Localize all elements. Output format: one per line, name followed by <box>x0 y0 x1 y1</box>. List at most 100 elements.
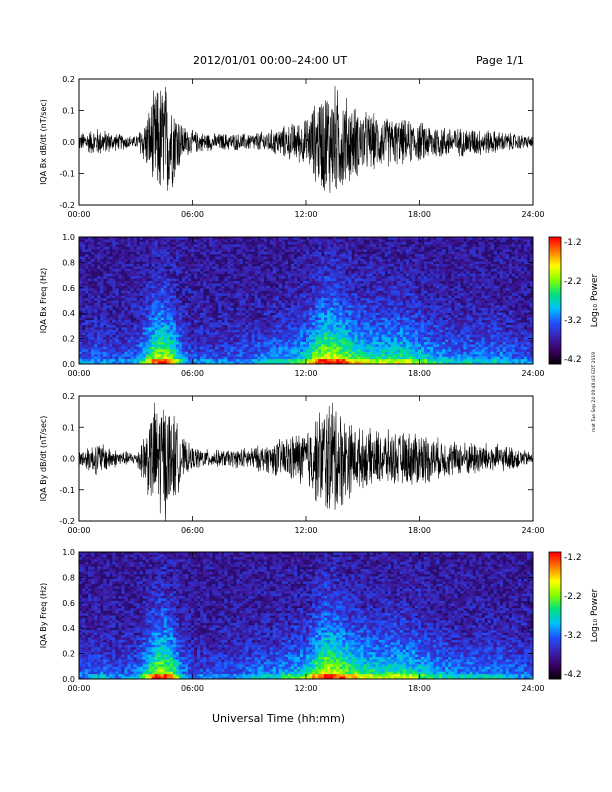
spectrogram-cell <box>178 354 183 357</box>
spectrogram-cell <box>366 354 370 357</box>
spectrogram-cell <box>302 258 307 262</box>
spectrogram-cell <box>372 237 376 240</box>
spectrogram-cell <box>154 337 158 340</box>
spectrogram-cell <box>324 315 328 318</box>
spectrogram-cell <box>181 351 186 355</box>
spectrogram-cell <box>299 344 304 348</box>
spectrogram-cell <box>327 307 331 311</box>
spectrogram-cell <box>321 268 325 272</box>
spectrogram-cell <box>324 246 328 250</box>
spectrogram-cell <box>100 344 104 348</box>
spectrogram-cell <box>157 317 162 321</box>
spectrogram-cell <box>393 288 398 292</box>
spectrogram-cell <box>163 254 168 257</box>
spectrogram-cell <box>200 283 204 287</box>
spectrogram-cell <box>387 298 392 301</box>
spectrogram-cell <box>194 244 198 248</box>
spectrogram-cell <box>106 273 110 277</box>
spectrogram-cell <box>302 349 307 353</box>
spectrogram-cell <box>315 354 319 357</box>
spectrogram-cell <box>306 283 310 287</box>
spectrogram-cell <box>142 271 146 274</box>
spectrogram-cell <box>88 305 92 309</box>
spectrogram-cell <box>115 329 119 333</box>
spectrogram-cell <box>127 339 131 343</box>
spectrogram-cell <box>393 334 398 338</box>
spectrogram-cell <box>408 302 413 306</box>
spectrogram-cell <box>157 310 162 314</box>
spectrogram-cell <box>142 312 146 316</box>
spectrogram-cell <box>97 283 101 287</box>
spectrogram-cell <box>230 324 234 328</box>
spectrogram-cell <box>248 280 252 284</box>
spectrogram-cell <box>184 288 189 292</box>
spectrogram-cell <box>200 356 204 360</box>
spectrogram-cell <box>184 354 189 357</box>
spectrogram-cell <box>178 239 183 243</box>
spectrogram-cell <box>242 300 246 304</box>
spectrogram-cell <box>218 271 222 274</box>
spectrogram-cell <box>357 354 361 357</box>
spectrogram-cell <box>124 315 128 318</box>
spectrogram-cell <box>408 305 413 309</box>
spectrogram-cell <box>91 305 95 309</box>
spectrogram-cell <box>233 244 237 248</box>
spectrogram-cell <box>263 283 267 287</box>
spectrogram-cell <box>178 266 183 270</box>
spectrogram-cell <box>245 256 249 260</box>
spectrogram-cell <box>206 249 210 252</box>
spectrogram-cell <box>154 276 158 279</box>
spectrogram-cell <box>363 261 367 265</box>
spectrogram-cell <box>390 351 395 355</box>
spectrogram-cell <box>224 312 228 316</box>
spectrogram-cell <box>163 237 168 240</box>
spectrogram-cell <box>130 337 134 340</box>
spectrogram-cell <box>130 239 134 243</box>
spectrogram-cell <box>163 239 168 243</box>
spectrogram-cell <box>127 344 131 348</box>
spectrogram-cell <box>254 271 258 274</box>
spectrogram-cell <box>272 329 277 333</box>
spectrogram-cell <box>112 344 116 348</box>
spectrogram-cell <box>309 359 313 362</box>
spectrogram-cell <box>112 246 116 250</box>
spectrogram-cell <box>103 246 107 250</box>
spectrogram-cell <box>184 305 189 309</box>
spectrogram-cell <box>296 266 301 270</box>
spectrogram-cell <box>209 359 213 362</box>
spectrogram-cell <box>169 293 174 296</box>
spectrogram-cell <box>145 295 149 299</box>
spectrogram-cell <box>315 249 319 252</box>
spectrogram-cell <box>387 320 392 323</box>
spectrogram-cell <box>369 320 373 323</box>
spectrogram-cell <box>315 359 319 362</box>
spectrogram-cell <box>342 307 346 311</box>
spectrogram-cell <box>245 293 249 296</box>
spectrogram-cell <box>194 327 198 331</box>
spectrogram-cell <box>327 305 331 309</box>
spectrogram-cell <box>399 268 404 272</box>
spectrogram-cell <box>112 332 116 335</box>
spectrogram-cell <box>399 332 404 335</box>
spectrogram-cell <box>218 310 222 314</box>
spectrogram-cell <box>333 288 337 292</box>
spectrogram-cell <box>306 276 310 279</box>
spectrogram-cell <box>184 273 189 277</box>
spectrogram-cell <box>206 310 210 314</box>
spectrogram-cell <box>330 342 334 345</box>
spectrogram-cell <box>405 266 410 270</box>
spectrogram-cell <box>130 278 134 282</box>
spectrogram-cell <box>203 317 207 321</box>
spectrogram-cell <box>118 258 122 262</box>
spectrogram-cell <box>402 298 407 301</box>
spectrogram-cell <box>302 249 307 252</box>
spectrogram-cell <box>127 356 131 360</box>
spectrogram-cell <box>200 354 204 357</box>
spectrogram-cell <box>218 258 222 262</box>
spectrogram-cell <box>351 285 355 289</box>
spectrogram-cell <box>91 310 95 314</box>
spectrogram-cell <box>221 315 225 318</box>
spectrogram-cell <box>94 344 98 348</box>
spectrogram-cell <box>139 288 143 292</box>
spectrogram-cell <box>363 342 367 345</box>
